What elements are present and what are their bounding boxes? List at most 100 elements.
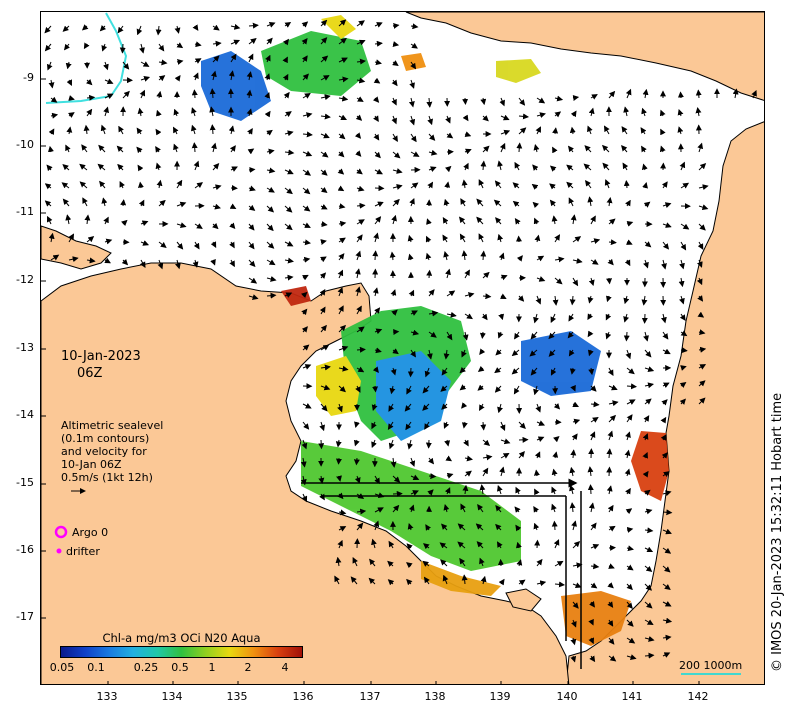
velocity-arrow [248, 259, 256, 268]
velocity-arrow [104, 238, 113, 245]
velocity-arrow [554, 256, 565, 263]
velocity-arrow [86, 236, 95, 243]
velocity-arrow [603, 125, 610, 135]
velocity-arrow [68, 112, 75, 118]
velocity-arrow [588, 367, 595, 376]
velocity-arrow [624, 259, 631, 267]
velocity-arrow [644, 241, 652, 248]
velocity-arrow [356, 522, 364, 531]
velocity-arrow [62, 198, 70, 207]
velocity-arrow [302, 403, 312, 409]
velocity-arrow [660, 434, 667, 441]
velocity-arrow [590, 416, 599, 423]
velocity-arrow [661, 181, 668, 189]
velocity-arrow [318, 475, 325, 484]
velocity-arrow [494, 367, 502, 374]
velocity-arrow [338, 237, 346, 244]
velocity-arrow [497, 403, 503, 414]
velocity-arrow [373, 115, 379, 123]
chl-patch-east-red [631, 431, 669, 501]
velocity-arrow [193, 160, 200, 171]
velocity-arrow [338, 253, 345, 261]
velocity-arrow [662, 601, 672, 607]
velocity-arrow [282, 38, 290, 46]
velocity-arrow [478, 179, 485, 189]
velocity-arrow [589, 431, 596, 441]
velocity-arrow [369, 558, 376, 567]
velocity-arrow [407, 523, 414, 531]
chl-patch-ne-yellow [496, 59, 541, 83]
velocity-arrow [194, 58, 202, 64]
colorbar-tick-label: 0.1 [87, 661, 105, 674]
velocity-arrow [495, 217, 502, 225]
velocity-arrow [266, 292, 277, 299]
velocity-arrow [140, 220, 149, 227]
velocity-arrow [320, 151, 329, 158]
velocity-arrow [518, 127, 527, 135]
colorbar [60, 646, 303, 658]
velocity-arrow [536, 276, 546, 282]
velocity-arrow [301, 493, 308, 503]
velocity-arrow [515, 524, 522, 532]
velocity-arrow [410, 182, 419, 189]
velocity-arrow [477, 384, 484, 391]
velocity-arrow [446, 331, 453, 341]
velocity-arrow [606, 466, 613, 477]
velocity-arrow [47, 145, 54, 153]
velocity-arrow [372, 96, 380, 103]
velocity-arrow [119, 43, 126, 54]
velocity-arrow [644, 398, 652, 405]
velocity-arrow [83, 124, 90, 135]
velocity-arrow [392, 184, 403, 190]
velocity-arrow [695, 107, 702, 117]
velocity-arrow [410, 133, 417, 143]
velocity-arrow [534, 539, 541, 549]
velocity-arrow [392, 168, 403, 174]
velocity-arrow [338, 133, 346, 140]
velocity-arrow [392, 22, 400, 29]
velocity-arrow [677, 126, 684, 135]
velocity-arrow [606, 295, 612, 303]
velocity-arrow [139, 43, 145, 54]
velocity-arrow [662, 509, 673, 516]
velocity-arrow [301, 439, 308, 450]
velocity-arrow [371, 538, 377, 549]
velocity-arrow [248, 185, 256, 192]
velocity-arrow [247, 148, 255, 155]
velocity-arrow [551, 215, 558, 225]
velocity-arrow [84, 214, 91, 225]
velocity-arrow [368, 577, 376, 585]
lat-tick-label: -15 [16, 476, 34, 489]
velocity-arrow [194, 41, 202, 48]
velocity-arrow [284, 130, 294, 137]
velocity-arrow [391, 97, 397, 106]
velocity-arrow [590, 385, 597, 392]
velocity-arrow [457, 523, 466, 531]
land-island-mornington [505, 588, 542, 612]
velocity-arrow [374, 216, 382, 225]
velocity-arrow [570, 655, 577, 663]
velocity-arrow [335, 556, 342, 567]
velocity-arrow [572, 540, 581, 549]
velocity-arrow [155, 162, 162, 171]
chl-patch-west-red [281, 286, 311, 306]
velocity-arrow [605, 331, 612, 340]
velocity-arrow [422, 403, 430, 411]
velocity-arrow [407, 439, 414, 450]
velocity-arrow [209, 88, 216, 99]
velocity-arrow [301, 291, 308, 299]
velocity-arrow [356, 326, 365, 333]
velocity-arrow [122, 90, 130, 99]
velocity-arrow [391, 79, 398, 87]
velocity-arrow [374, 492, 385, 499]
velocity-arrow [266, 275, 277, 282]
velocity-arrow [479, 403, 485, 411]
velocity-arrow [302, 239, 311, 246]
velocity-arrow [426, 218, 432, 225]
velocity-arrow [320, 169, 328, 176]
velocity-arrow [388, 540, 395, 549]
velocity-arrow [426, 269, 433, 279]
velocity-arrow [136, 25, 143, 36]
velocity-arrow [514, 217, 521, 225]
velocity-arrow [410, 474, 420, 481]
